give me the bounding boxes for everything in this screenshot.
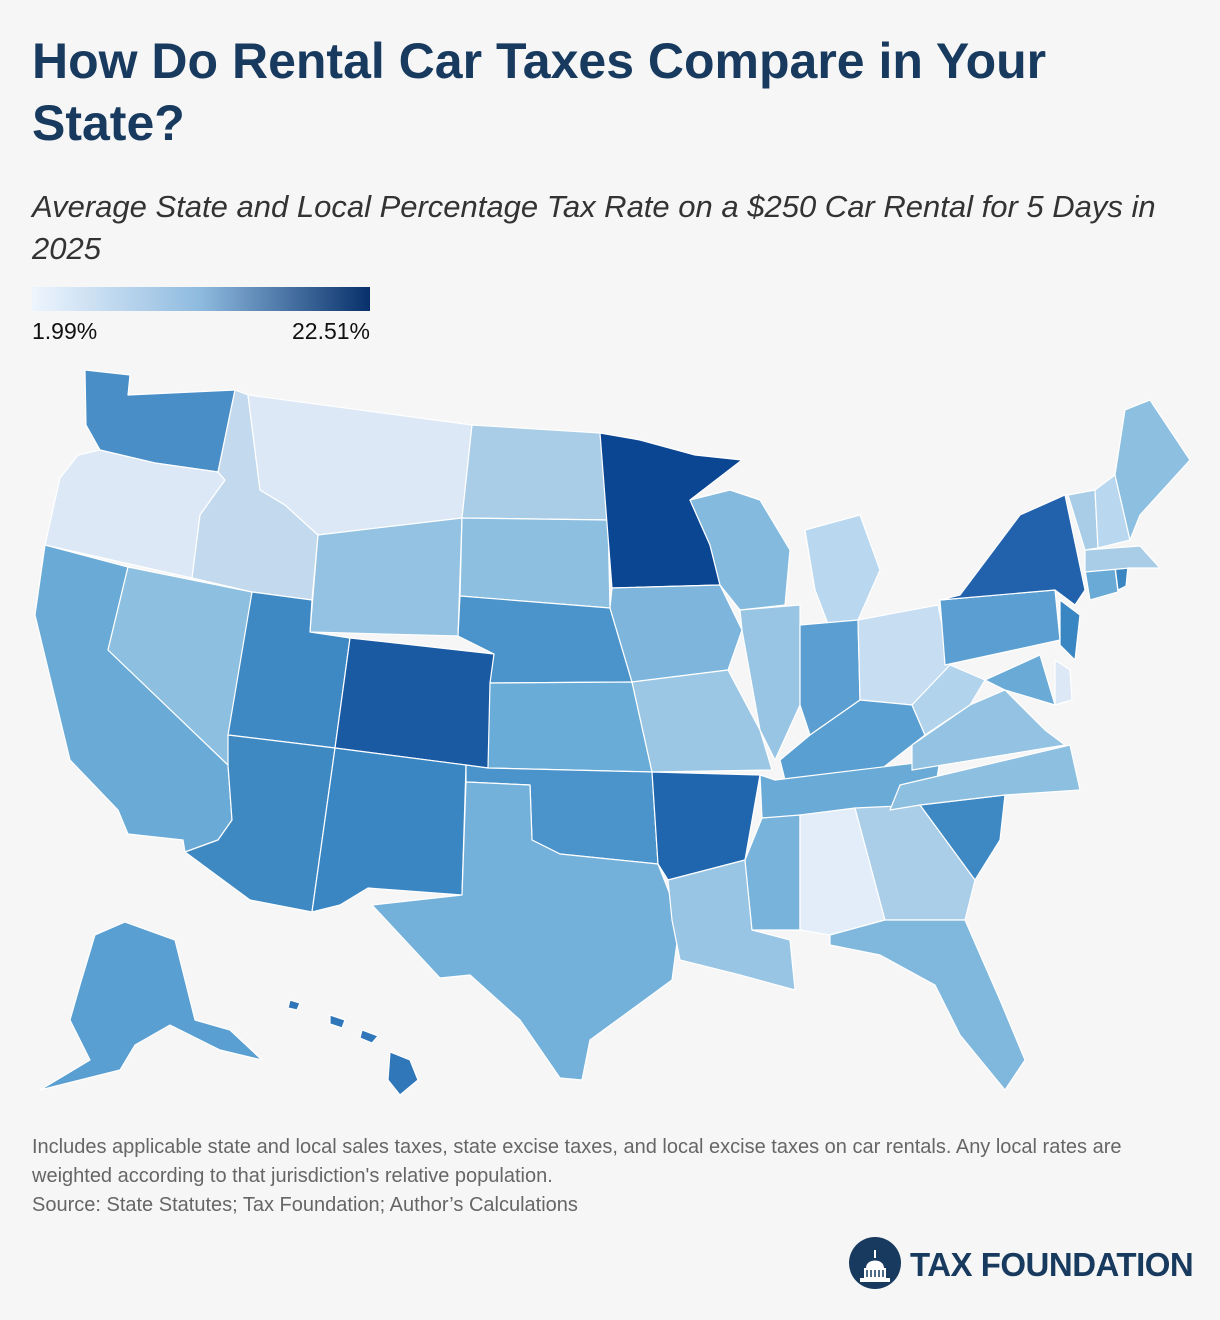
state-wi (689, 489, 791, 611)
source-text: Source: State Statutes; Tax Foundation; … (32, 1194, 578, 1216)
state-de (1054, 659, 1073, 706)
state-ny (939, 494, 1086, 606)
state-pa (939, 589, 1061, 666)
state-nc (889, 744, 1081, 811)
state-ma (1084, 545, 1161, 573)
us-choropleth-map (34, 369, 1191, 1096)
state-nm (311, 747, 467, 913)
state-ak (39, 921, 263, 1091)
logo-text: TAX FOUNDATION (910, 1246, 1194, 1283)
footnote-text: Includes applicable state and local sale… (32, 1136, 1122, 1187)
page-title: How Do Rental Car Taxes Compare in Your … (32, 33, 1047, 151)
state-nd (461, 424, 609, 521)
state-mi (804, 514, 881, 625)
state-wv (911, 664, 986, 736)
state-mo (631, 669, 773, 773)
state-ct (1084, 567, 1119, 601)
state-tx (371, 781, 681, 1081)
state-hi (287, 999, 419, 1096)
legend-min-label: 1.99% (32, 318, 98, 344)
state-sd (459, 517, 611, 609)
tax-foundation-logo: TAX FOUNDATION (848, 1236, 1198, 1292)
capitol-dome-icon (849, 1237, 901, 1289)
footnotes: Includes applicable state and local sale… (32, 1133, 1192, 1220)
state-il (739, 604, 801, 761)
state-ms (744, 814, 801, 931)
state-ia (609, 584, 743, 683)
color-scale-legend (32, 287, 370, 311)
legend-max-label: 22.51% (291, 318, 370, 344)
page-subtitle: Average State and Local Percentage Tax R… (32, 189, 1156, 266)
state-me (1114, 399, 1191, 541)
state-nj (1059, 599, 1081, 661)
state-wy (309, 517, 463, 637)
state-ks (487, 681, 653, 773)
state-co (334, 637, 495, 769)
state-fl (829, 919, 1026, 1091)
